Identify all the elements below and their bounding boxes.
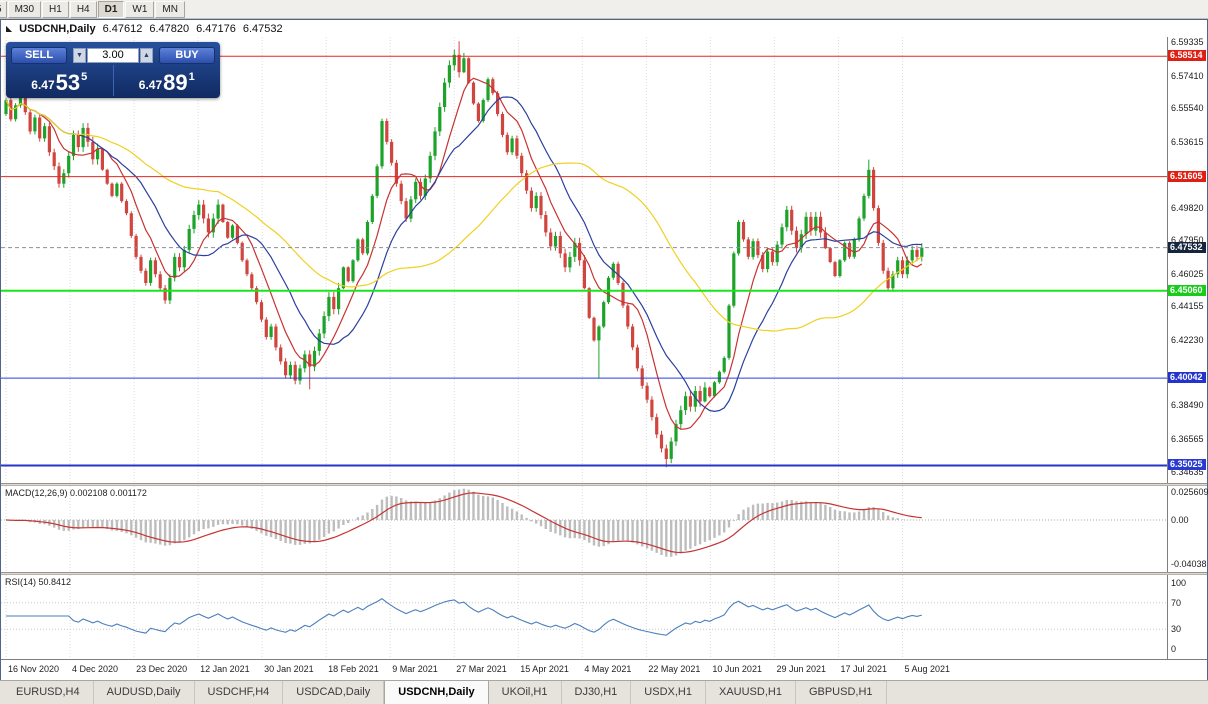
rsi-label: RSI(14) 50.8412 <box>5 577 72 587</box>
candlestick-chart <box>1 37 1167 483</box>
price-tick: 6.36565 <box>1171 433 1204 444</box>
macd-pane: MACD(12,26,9) 0.002108 0.001172 <box>1 486 1167 572</box>
price-tick: 6.38490 <box>1171 400 1204 411</box>
date-label: 5 Aug 2021 <box>904 664 951 674</box>
rsi-axis-label: 100 <box>1171 578 1187 588</box>
price-tick: 6.47950 <box>1171 235 1204 246</box>
time-axis: 16 Nov 2020 4 Dec 2020 23 Dec 2020 12 Jan 2… <box>1 659 1207 680</box>
volume-input[interactable]: 3.00 <box>87 47 139 63</box>
rsi-axis-label: 30 <box>1171 624 1182 635</box>
timeframe-button-5[interactable]: 5 <box>0 0 7 18</box>
one-click-prices: 6.47 53 5 6.47 89 1 <box>6 65 220 96</box>
sell-button[interactable]: SELL <box>11 46 67 64</box>
timeframe-button-mn[interactable]: MN <box>155 0 185 18</box>
price-axis: 6.59335 6.57410 6.55540 6.53615 6.49820 6.479… <box>1167 37 1207 483</box>
rsi-axis: 100 70 30 0 <box>1167 575 1207 659</box>
date-label: 12 Jan 2021 <box>200 664 250 674</box>
macd-label: MACD(12,26,9) 0.002108 0.001172 <box>5 488 147 498</box>
one-click-top-row: SELL ▼ 3.00 ▲ BUY <box>6 42 220 64</box>
price-tick: 6.57410 <box>1171 70 1204 81</box>
timeframe-button-h1[interactable]: H1 <box>42 0 69 18</box>
timeframe-button-m30[interactable]: M30 <box>7 0 42 18</box>
buy-price-button[interactable]: 6.47 89 1 <box>114 65 221 96</box>
price-tick: 6.44155 <box>1171 301 1204 312</box>
chart-tab-eurusd-h4[interactable]: EURUSD,H4 <box>3 681 94 704</box>
ohlc-low: 6.47176 <box>196 22 236 35</box>
price-level-badge: 6.58514 <box>1168 50 1206 62</box>
chart-tab-gbpusd-h1[interactable]: GBPUSD,H1 <box>796 681 887 704</box>
sell-price-pips: 53 <box>55 70 81 95</box>
price-level-badge: 6.35025 <box>1168 459 1206 471</box>
date-label: 17 Jul 2021 <box>840 664 888 674</box>
price-tick: 6.34635 <box>1171 467 1204 478</box>
buy-price-prefix: 6.47 <box>138 78 163 92</box>
price-level-badge: 6.51605 <box>1168 170 1206 182</box>
rsi-axis-label: 0 <box>1171 644 1177 654</box>
chart-tab-ukoil-h1[interactable]: UKOil,H1 <box>489 681 562 704</box>
price-tick: 6.49820 <box>1171 202 1204 213</box>
main-price-pane: SELL ▼ 3.00 ▲ BUY 6.47 53 5 6.47 <box>1 37 1167 483</box>
chart-window: ◣ USDCNH,Daily 6.47612 6.47820 6.47176 6… <box>0 19 1208 680</box>
chart-tab-bar: EURUSD,H4 AUDUSD,Daily USDCHF,H4 USDCAD,Dai… <box>0 680 1208 704</box>
buy-button[interactable]: BUY <box>159 46 215 64</box>
chart-tab-audusd-daily[interactable]: AUDUSD,Daily <box>94 681 195 704</box>
chart-symbol-label: USDCNH,Daily <box>19 22 96 35</box>
macd-axis-label: 0.025609 <box>1171 486 1208 497</box>
timeframe-button-h4[interactable]: H4 <box>69 0 97 18</box>
sell-price-point: 5 <box>81 71 88 83</box>
timeframe-button-d1[interactable]: D1 <box>97 0 125 18</box>
pane-separator[interactable] <box>1 572 1207 575</box>
chart-tab-usdx-h1[interactable]: USDX,H1 <box>631 681 706 704</box>
price-tick: 6.42230 <box>1171 334 1204 345</box>
date-label: 15 Apr 2021 <box>520 664 569 674</box>
volume-decrease-button[interactable]: ▼ <box>73 47 86 63</box>
buy-price-pips: 89 <box>163 70 188 95</box>
chart-tab-usdchf-h4[interactable]: USDCHF,H4 <box>195 681 284 704</box>
timeframe-toolbar: 5M30H1H4D1W1MN <box>0 0 1208 19</box>
date-label: 18 Feb 2021 <box>328 664 379 674</box>
rsi-axis-label: 70 <box>1171 597 1182 608</box>
date-label: 27 Mar 2021 <box>456 664 507 674</box>
macd-axis-label: -0.04038 <box>1171 559 1207 570</box>
sell-price-prefix: 6.47 <box>31 78 55 92</box>
current-price-badge: 6.47532 <box>1168 241 1206 253</box>
volume-increase-button[interactable]: ▲ <box>140 47 153 63</box>
date-label: 9 Mar 2021 <box>392 664 438 674</box>
ohlc-high: 6.47820 <box>149 22 190 35</box>
macd-chart <box>1 486 1167 572</box>
rsi-chart <box>1 575 1167 659</box>
one-click-toggle-icon[interactable]: ◣ <box>6 24 13 33</box>
pane-separator[interactable] <box>1 483 1207 486</box>
date-label: 16 Nov 2020 <box>8 664 60 674</box>
price-tick: 6.55540 <box>1171 103 1204 114</box>
date-label: 23 Dec 2020 <box>136 664 188 674</box>
price-level-badge: 6.45060 <box>1168 284 1206 296</box>
macd-axis-label: 0.00 <box>1171 515 1189 525</box>
chart-tab-xauusd-h1[interactable]: XAUUSD,H1 <box>706 681 796 704</box>
rsi-pane: RSI(14) 50.8412 <box>1 575 1167 659</box>
price-tick: 6.59335 <box>1171 36 1204 47</box>
date-label: 4 Dec 2020 <box>72 664 119 674</box>
chart-tab-dj30-h1[interactable]: DJ30,H1 <box>562 681 632 704</box>
timeframe-button-w1[interactable]: W1 <box>125 0 155 18</box>
date-label: 29 Jun 2021 <box>776 664 826 674</box>
chart-tab-usdcnh-daily[interactable]: USDCNH,Daily <box>384 681 489 704</box>
buy-price-point: 1 <box>188 71 195 83</box>
date-label: 10 Jun 2021 <box>712 664 762 674</box>
ohlc-open: 6.47612 <box>102 22 143 35</box>
price-level-badge: 6.40042 <box>1168 372 1206 384</box>
date-label: 22 May 2021 <box>648 664 701 674</box>
price-tick: 6.46025 <box>1171 268 1204 279</box>
price-tick: 6.53615 <box>1171 136 1204 147</box>
macd-axis: 0.025609 0.00 -0.04038 <box>1167 486 1208 572</box>
chart-tab-usdcad-daily[interactable]: USDCAD,Daily <box>283 681 385 704</box>
date-label: 30 Jan 2021 <box>264 664 314 674</box>
one-click-trading-panel: SELL ▼ 3.00 ▲ BUY 6.47 53 5 6.47 <box>6 42 220 98</box>
ohlc-close: 6.47532 <box>242 22 283 35</box>
chart-title-row: ◣ USDCNH,Daily 6.47612 6.47820 6.47176 6… <box>1 20 1207 37</box>
date-label: 4 May 2021 <box>584 664 632 674</box>
sell-price-button[interactable]: 6.47 53 5 <box>6 65 114 96</box>
volume-control: ▼ 3.00 ▲ <box>73 47 153 63</box>
